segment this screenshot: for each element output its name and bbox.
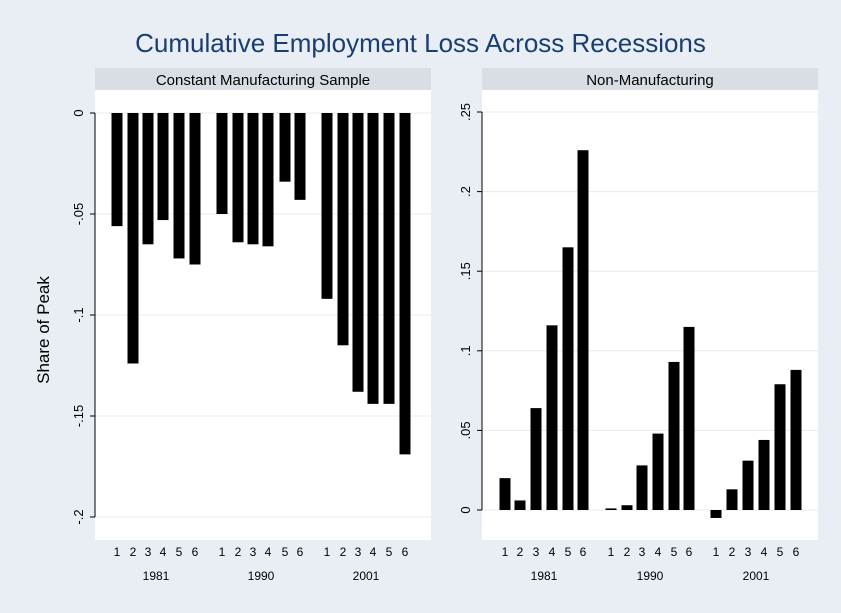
bar-label: 4 [370,545,377,559]
y-tick-label: -.15 [71,405,86,427]
bar-label: 1 [502,545,509,559]
bar-label: 5 [671,545,678,559]
bar-label: 1 [608,545,615,559]
bar-label: 2 [130,545,137,559]
bar [636,465,648,510]
bar [742,460,754,510]
bar-label: 5 [777,545,784,559]
bar [294,113,306,200]
bar [321,113,333,299]
bar [367,113,379,404]
bar [216,113,228,214]
panel-manufacturing: Constant Manufacturing Sample 0 -.05 -.1 -.1… [71,68,431,583]
y-tick-label: .05 [458,421,473,439]
bar [142,113,154,245]
bar [352,113,364,392]
bar [668,361,680,510]
bar-label: 2 [624,545,631,559]
group-label: 2001 [743,569,770,583]
bar [383,113,395,404]
bar-label: 4 [549,545,556,559]
bar-label: 3 [355,545,362,559]
bar [790,369,802,510]
bar-label: 4 [265,545,272,559]
y-tick-label: 0 [458,506,473,513]
bar [605,508,617,510]
bar-label: 6 [580,545,587,559]
y-tick-label: -.2 [71,509,86,524]
bar [157,113,169,221]
bar-label: 3 [250,545,257,559]
bar [499,478,511,510]
bar [189,113,201,265]
bar-label: 4 [761,545,768,559]
panel-title: Constant Manufacturing Sample [156,72,370,89]
bar-label: 2 [517,545,524,559]
bar-label: 4 [160,545,167,559]
panel-title: Non-Manufacturing [586,72,714,89]
bar [399,113,411,455]
bar-label: 3 [533,545,540,559]
bar [279,113,291,182]
bar-label: 3 [745,545,752,559]
bar [577,150,589,510]
group-label: 1990 [248,569,275,583]
bar-label: 5 [282,545,289,559]
bar-label: 6 [402,545,409,559]
bar-label: 5 [176,545,183,559]
bar-label: 5 [386,545,393,559]
bar-label: 4 [655,545,662,559]
bar-label: 6 [793,545,800,559]
bar [652,433,664,510]
group-label: 2001 [353,569,380,583]
group-label: 1981 [531,569,558,583]
bar-label: 6 [192,545,199,559]
bar [514,500,526,510]
bar [774,384,786,510]
bar [562,247,574,510]
bar-label: 2 [340,545,347,559]
bar [546,325,558,510]
y-tick-label: .25 [458,103,473,121]
y-tick-label: -.05 [71,203,86,225]
bar-label: 6 [297,545,304,559]
bar [683,326,695,510]
y-tick-label: .2 [458,186,473,197]
panel-strip [95,68,431,90]
bar [232,113,244,243]
chart-title: Cumulative Employment Loss Across Recess… [135,28,706,58]
bar-label: 1 [713,545,720,559]
bar-label: 5 [565,545,572,559]
bar-label: 3 [639,545,646,559]
bar [726,489,738,510]
bar-label: 1 [219,545,226,559]
y-axis-label: Share of Peak [34,276,53,384]
bar [111,113,123,227]
y-tick-label: .1 [458,345,473,356]
bar [710,510,722,518]
bar-label: 1 [324,545,331,559]
bar-label: 1 [114,545,121,559]
bar [262,113,274,247]
bar-label: 2 [235,545,242,559]
bar [530,408,542,510]
bar [337,113,349,346]
panel-strip [482,68,818,90]
bar [127,113,139,364]
y-tick-label: .15 [458,262,473,280]
y-tick-label: -.1 [71,307,86,322]
bar [621,505,633,510]
group-label: 1981 [143,569,170,583]
group-label: 1990 [637,569,664,583]
bar [758,439,770,510]
bar-label: 6 [686,545,693,559]
y-tick-label: 0 [71,109,86,116]
bar-label: 2 [729,545,736,559]
bar [173,113,185,259]
bar [247,113,259,245]
bar-label: 3 [145,545,152,559]
